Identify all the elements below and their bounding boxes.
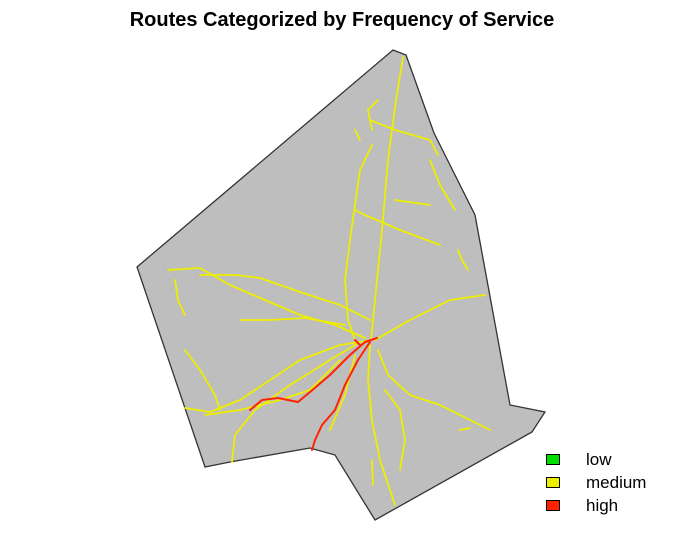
route-medium-14 [199, 274, 371, 321]
legend-item-low: low [546, 448, 646, 471]
legend-item-high: high [546, 494, 646, 517]
legend-label-medium: medium [586, 472, 647, 492]
route-medium-24 [329, 354, 356, 431]
route-medium-4 [344, 144, 373, 341]
route-medium-18 [204, 359, 341, 416]
route-medium-20 [377, 349, 491, 431]
route-medium-22 [459, 427, 471, 431]
route-medium-7 [394, 199, 431, 206]
route-medium-8 [429, 159, 456, 211]
legend-label-high: high [586, 495, 619, 515]
route-medium-11 [184, 339, 373, 413]
route-high-3 [354, 339, 361, 346]
map-legend: low medium high [546, 448, 646, 517]
route-medium-10 [374, 294, 486, 341]
legend-swatch-low [546, 454, 560, 465]
legend-label-low: low [586, 449, 612, 469]
service-area-boundary [136, 49, 547, 521]
route-medium-1 [370, 56, 404, 341]
route-high-2 [311, 341, 371, 451]
route-medium-9 [457, 249, 469, 271]
route-medium-17 [231, 341, 361, 463]
legend-swatch-medium [546, 477, 560, 488]
route-medium-15 [239, 317, 346, 326]
map-title: Routes Categorized by Frequency of Servi… [129, 9, 555, 31]
medium-routes [167, 56, 491, 506]
route-medium-6 [367, 99, 379, 131]
route-medium-23 [371, 459, 374, 486]
route-medium-21 [384, 389, 406, 471]
legend-swatch-high [546, 500, 560, 511]
route-medium-5 [354, 209, 441, 246]
route-medium-16 [184, 349, 221, 411]
route-medium-13 [174, 279, 186, 316]
route-medium-2 [369, 119, 439, 156]
route-medium-19 [367, 344, 396, 506]
legend-item-medium: medium [546, 471, 646, 494]
route-high-1 [249, 337, 378, 411]
route-medium-3 [354, 129, 361, 141]
route-medium-12 [167, 267, 366, 339]
high-routes [249, 337, 378, 451]
